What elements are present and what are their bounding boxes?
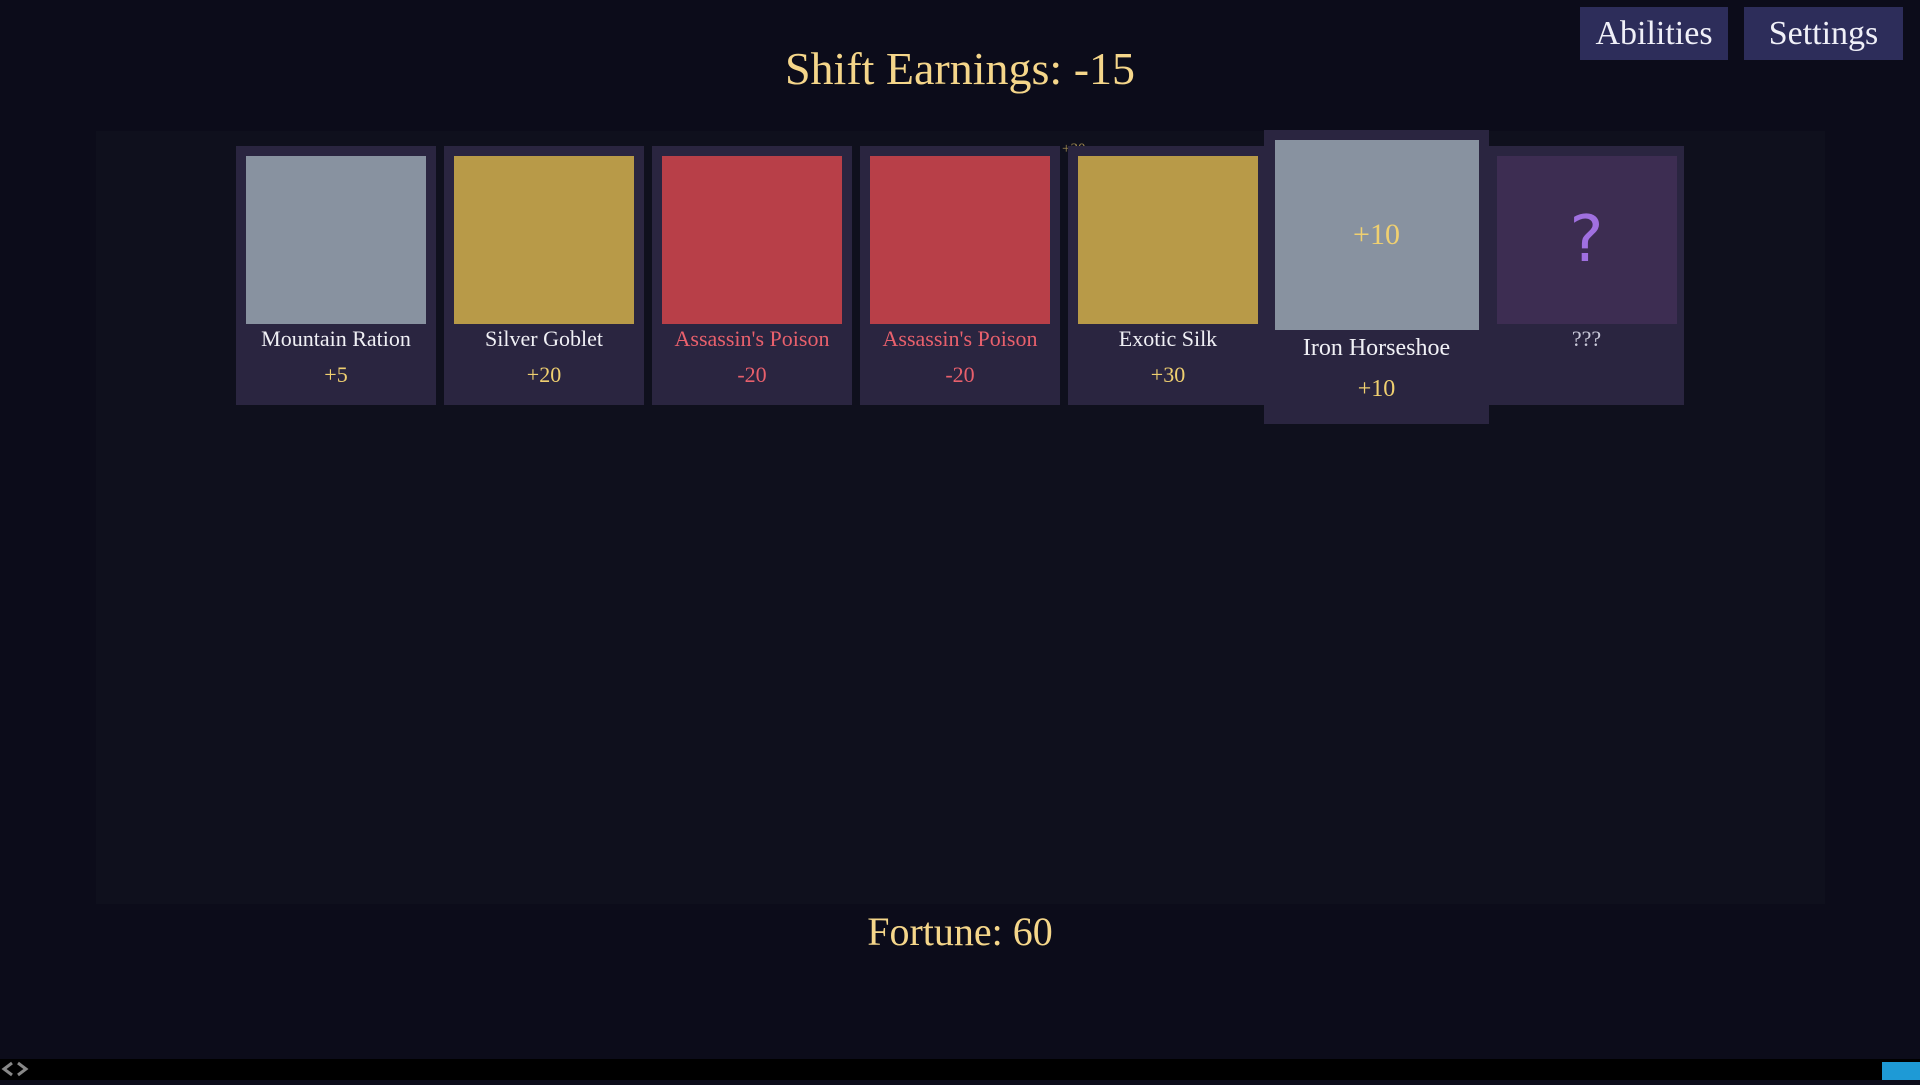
nav-icon xyxy=(1,1061,29,1077)
item-image xyxy=(454,156,634,324)
item-card[interactable]: Exotic Silk +30 xyxy=(1068,146,1268,405)
item-name: ??? xyxy=(1571,326,1602,351)
item-image xyxy=(246,156,426,324)
item-card[interactable]: Assassin's Poison -20 xyxy=(860,146,1060,405)
bottom-bar xyxy=(0,1059,1920,1080)
item-value: +30 xyxy=(1150,362,1186,387)
item-card[interactable]: ???? xyxy=(1489,146,1684,405)
item-name: Assassin's Poison xyxy=(882,326,1038,351)
item-image xyxy=(870,156,1050,324)
item-value: +5 xyxy=(324,362,348,387)
item-card[interactable]: Assassin's Poison -20 xyxy=(652,146,852,405)
item-value: +10 xyxy=(1357,376,1396,402)
corner-widget xyxy=(1882,1062,1920,1080)
item-value: +20 xyxy=(526,362,562,387)
shift-earnings: Shift Earnings: -15 xyxy=(784,43,1136,94)
item-value: -20 xyxy=(945,362,975,387)
item-card[interactable]: Mountain Ration +5 xyxy=(236,146,436,405)
item-card[interactable]: Silver Goblet +20 xyxy=(444,146,644,405)
item-image xyxy=(662,156,842,324)
item-image xyxy=(1078,156,1258,324)
item-overlay: ? xyxy=(1569,203,1604,277)
item-name: Assassin's Poison xyxy=(674,326,830,351)
fortune: Fortune: 60 xyxy=(867,909,1053,954)
abilities-button[interactable]: Abilities xyxy=(1580,7,1728,60)
item-card[interactable]: +10 Iron Horseshoe +10 xyxy=(1264,130,1489,424)
item-overlay: +10 xyxy=(1353,218,1400,251)
item-name: Iron Horseshoe xyxy=(1302,335,1451,361)
item-name: Silver Goblet xyxy=(485,326,603,351)
item-name: Mountain Ration xyxy=(261,326,411,351)
settings-button[interactable]: Settings xyxy=(1744,7,1903,60)
item-image: ? xyxy=(1496,156,1677,324)
item-image: +10 xyxy=(1274,140,1479,330)
item-value: -20 xyxy=(737,362,767,387)
item-name: Exotic Silk xyxy=(1118,326,1218,351)
